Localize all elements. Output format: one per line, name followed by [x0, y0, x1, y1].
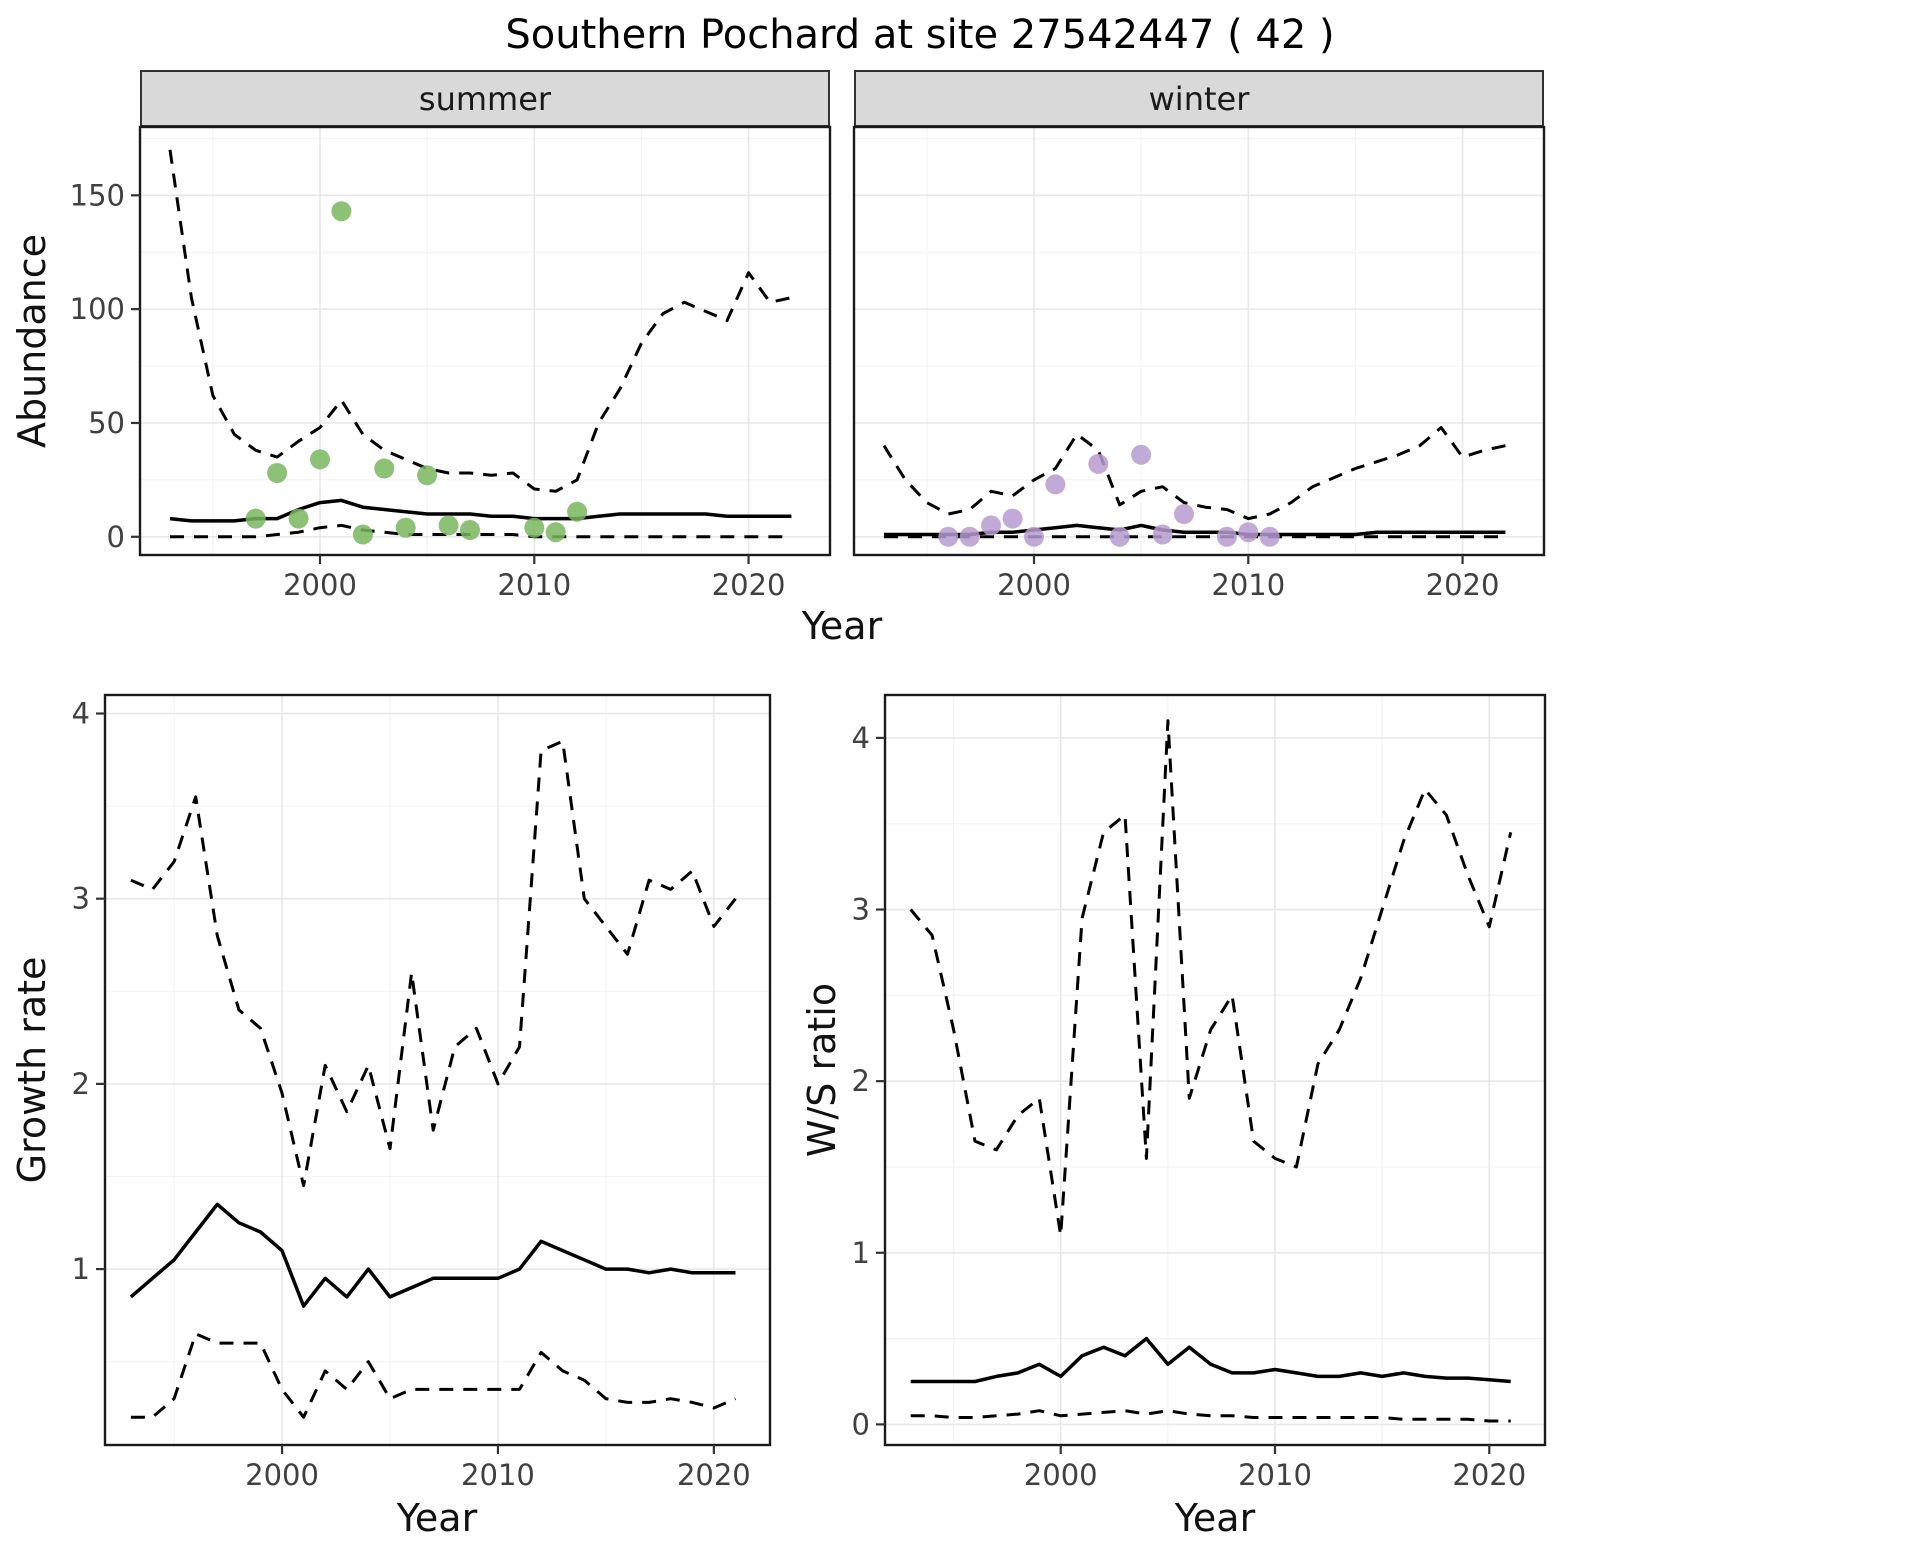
ws-year-axis-label: Year — [1174, 1496, 1256, 1540]
series-upper_ci — [168, 149, 792, 493]
y-tick-label: 150 — [70, 178, 125, 212]
observation-point — [938, 526, 959, 547]
series-upper_ci — [882, 426, 1506, 521]
top-year-axis-label: Year — [801, 604, 883, 648]
observation-point — [1131, 444, 1152, 465]
y-tick-label: 1 — [72, 1252, 90, 1286]
y-tick-label: 4 — [852, 721, 870, 755]
observation-point — [1152, 524, 1173, 545]
observation-point — [1109, 526, 1130, 547]
summer-abundance-plot: 2000 2010 2020 0 50 100 150 — [70, 125, 832, 602]
observation-point — [1024, 526, 1044, 547]
facet-strip-summer-label: summer — [418, 79, 552, 118]
facet-strip-winter-label: winter — [1148, 79, 1250, 118]
observation-point — [1088, 453, 1109, 474]
y-tick-label: 1 — [852, 1236, 870, 1270]
observation-point — [288, 508, 309, 529]
ws-ratio-axis-label: W/S ratio — [800, 982, 844, 1158]
x-tick-label: 2020 — [677, 1458, 751, 1492]
observation-point — [1238, 522, 1259, 543]
y-tick-label: 2 — [72, 1067, 90, 1101]
series-lower_ci — [130, 1332, 737, 1419]
ws-ratio-plot: 2000 2010 2020 0 1 2 3 4 — [852, 693, 1547, 1492]
x-tick-label: 2000 — [997, 568, 1071, 602]
x-tick-label: 2010 — [1211, 568, 1285, 602]
observation-point — [567, 501, 588, 522]
observation-point — [395, 517, 416, 538]
observation-point — [1002, 508, 1023, 529]
observation-point — [545, 522, 566, 543]
x-tick-label: 2020 — [1452, 1458, 1526, 1492]
observation-point — [331, 201, 352, 222]
y-tick-label: 2 — [852, 1064, 870, 1098]
observation-point — [417, 465, 438, 486]
y-tick-label: 0 — [852, 1407, 870, 1441]
abundance-axis-label: Abundance — [10, 233, 54, 449]
series-lower_ci — [170, 523, 792, 539]
x-tick-label: 2010 — [497, 568, 571, 602]
observation-point — [1216, 526, 1237, 547]
facet-strip-summer: summer — [140, 70, 830, 127]
series-fit — [129, 1202, 736, 1308]
growth-rate-axis-label: Growth rate — [10, 956, 54, 1184]
series-fit — [910, 1336, 1511, 1384]
x-tick-label: 2010 — [461, 1458, 535, 1492]
x-tick-label: 2000 — [1024, 1458, 1098, 1492]
winter-abundance-plot: 2000 2010 2020 — [852, 125, 1546, 602]
x-tick-label: 2000 — [245, 1458, 319, 1492]
y-tick-label: 50 — [88, 406, 125, 440]
x-tick-label: 2010 — [1238, 1458, 1312, 1492]
y-tick-label: 0 — [107, 520, 125, 554]
observation-point — [1259, 526, 1280, 547]
observation-point — [374, 458, 395, 479]
observation-point — [438, 515, 459, 536]
observation-point — [267, 463, 288, 483]
observation-point — [1045, 474, 1066, 495]
observation-point — [460, 520, 480, 540]
series-lower_ci — [910, 1409, 1511, 1423]
y-tick-label: 3 — [852, 893, 870, 927]
x-tick-label: 2020 — [1426, 568, 1500, 602]
observation-point — [959, 526, 980, 547]
observation-point — [310, 449, 330, 470]
series-fit — [169, 498, 792, 523]
growth-rate-plot: 2000 2010 2020 1 2 3 4 — [72, 693, 772, 1492]
observation-point — [352, 524, 373, 545]
growth-year-axis-label: Year — [396, 1496, 478, 1540]
observation-point — [981, 515, 1002, 536]
observation-point — [524, 517, 545, 538]
series-upper_ci — [909, 719, 1513, 1238]
y-tick-label: 3 — [72, 882, 90, 916]
figure-title: Southern Pochard at site 27542447 ( 42 ) — [505, 12, 1335, 58]
x-tick-label: 2020 — [712, 568, 786, 602]
y-tick-label: 100 — [70, 292, 125, 326]
observation-point — [1174, 504, 1194, 524]
series-upper_ci — [130, 739, 737, 1188]
x-tick-label: 2000 — [283, 568, 357, 602]
observation-point — [245, 508, 266, 529]
y-tick-label: 4 — [72, 697, 90, 731]
